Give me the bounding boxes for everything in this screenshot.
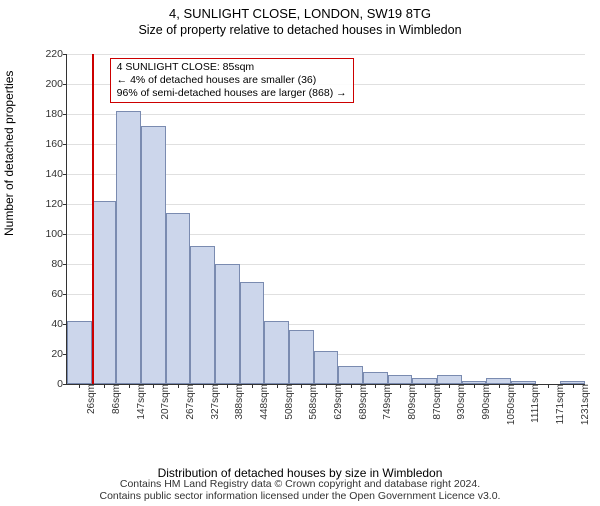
xtick-mark bbox=[252, 384, 253, 388]
xtick-label: 388sqm bbox=[230, 384, 245, 420]
xtick-mark bbox=[425, 384, 426, 388]
xtick-label: 508sqm bbox=[280, 384, 295, 420]
xtick-label: 749sqm bbox=[378, 384, 393, 420]
footer-line-1: Contains HM Land Registry data © Crown c… bbox=[0, 478, 600, 490]
footer-line-2: Contains public sector information licen… bbox=[0, 490, 600, 502]
plot-area: 02040608010012014016018020022026sqm86sqm… bbox=[66, 54, 585, 385]
xtick-label: 327sqm bbox=[206, 384, 221, 420]
ytick-label: 60 bbox=[51, 288, 67, 300]
xtick-label: 1111sqm bbox=[526, 384, 541, 423]
page-title: 4, SUNLIGHT CLOSE, LONDON, SW19 8TG bbox=[0, 6, 600, 21]
xtick-label: 870sqm bbox=[428, 384, 443, 420]
xtick-mark bbox=[375, 384, 376, 388]
ytick-label: 20 bbox=[51, 348, 67, 360]
annotation-line: 96% of semi-detached houses are larger (… bbox=[117, 87, 347, 100]
xtick-mark bbox=[573, 384, 574, 388]
xtick-label: 930sqm bbox=[452, 384, 467, 420]
xtick-mark bbox=[153, 384, 154, 388]
xtick-mark bbox=[301, 384, 302, 388]
bar bbox=[437, 375, 462, 384]
reference-line bbox=[92, 54, 94, 384]
y-axis-label: Number of detached properties bbox=[2, 71, 16, 236]
xtick-label: 207sqm bbox=[156, 384, 171, 420]
xtick-label: 448sqm bbox=[255, 384, 270, 420]
gridline bbox=[67, 114, 585, 115]
bar bbox=[215, 264, 240, 384]
xtick-label: 1231sqm bbox=[576, 384, 591, 425]
bar bbox=[363, 372, 388, 384]
xtick-label: 267sqm bbox=[181, 384, 196, 420]
bar bbox=[116, 111, 141, 384]
xtick-label: 629sqm bbox=[329, 384, 344, 420]
annotation-line: ← 4% of detached houses are smaller (36) bbox=[117, 74, 347, 87]
bar bbox=[338, 366, 363, 384]
xtick-label: 809sqm bbox=[403, 384, 418, 420]
bar bbox=[314, 351, 339, 384]
xtick-mark bbox=[548, 384, 549, 388]
ytick-label: 180 bbox=[45, 108, 67, 120]
xtick-label: 990sqm bbox=[477, 384, 492, 420]
ytick-label: 140 bbox=[45, 168, 67, 180]
footer-attribution: Contains HM Land Registry data © Crown c… bbox=[0, 478, 600, 502]
ytick-label: 160 bbox=[45, 138, 67, 150]
ytick-label: 100 bbox=[45, 228, 67, 240]
bar bbox=[240, 282, 265, 384]
xtick-label: 1171sqm bbox=[551, 384, 566, 424]
bar bbox=[92, 201, 117, 384]
bar bbox=[264, 321, 289, 384]
annotation-box: 4 SUNLIGHT CLOSE: 85sqm← 4% of detached … bbox=[110, 58, 354, 103]
chart-container: 02040608010012014016018020022026sqm86sqm… bbox=[40, 54, 584, 436]
xtick-mark bbox=[449, 384, 450, 388]
xtick-mark bbox=[351, 384, 352, 388]
xtick-label: 689sqm bbox=[354, 384, 369, 420]
ytick-label: 80 bbox=[51, 258, 67, 270]
xtick-label: 1050sqm bbox=[502, 384, 517, 425]
bar bbox=[166, 213, 191, 384]
bar bbox=[67, 321, 92, 384]
xtick-mark bbox=[400, 384, 401, 388]
xtick-mark bbox=[499, 384, 500, 388]
annotation-line: 4 SUNLIGHT CLOSE: 85sqm bbox=[117, 61, 347, 74]
xtick-mark bbox=[523, 384, 524, 388]
ytick-label: 220 bbox=[45, 48, 67, 60]
xtick-mark bbox=[178, 384, 179, 388]
xtick-mark bbox=[203, 384, 204, 388]
gridline bbox=[67, 54, 585, 55]
xtick-label: 86sqm bbox=[107, 384, 122, 414]
ytick-label: 200 bbox=[45, 78, 67, 90]
xtick-mark bbox=[474, 384, 475, 388]
bar bbox=[190, 246, 215, 384]
xtick-mark bbox=[326, 384, 327, 388]
bar bbox=[289, 330, 314, 384]
xtick-mark bbox=[79, 384, 80, 388]
xtick-label: 568sqm bbox=[304, 384, 319, 420]
xtick-mark bbox=[227, 384, 228, 388]
page-subtitle: Size of property relative to detached ho… bbox=[0, 23, 600, 37]
ytick-label: 40 bbox=[51, 318, 67, 330]
xtick-mark bbox=[277, 384, 278, 388]
ytick-label: 120 bbox=[45, 198, 67, 210]
xtick-label: 26sqm bbox=[82, 384, 97, 414]
xtick-mark bbox=[104, 384, 105, 388]
bar bbox=[388, 375, 413, 384]
ytick-label: 0 bbox=[57, 378, 67, 390]
xtick-label: 147sqm bbox=[132, 384, 147, 420]
xtick-mark bbox=[129, 384, 130, 388]
bar bbox=[141, 126, 166, 384]
